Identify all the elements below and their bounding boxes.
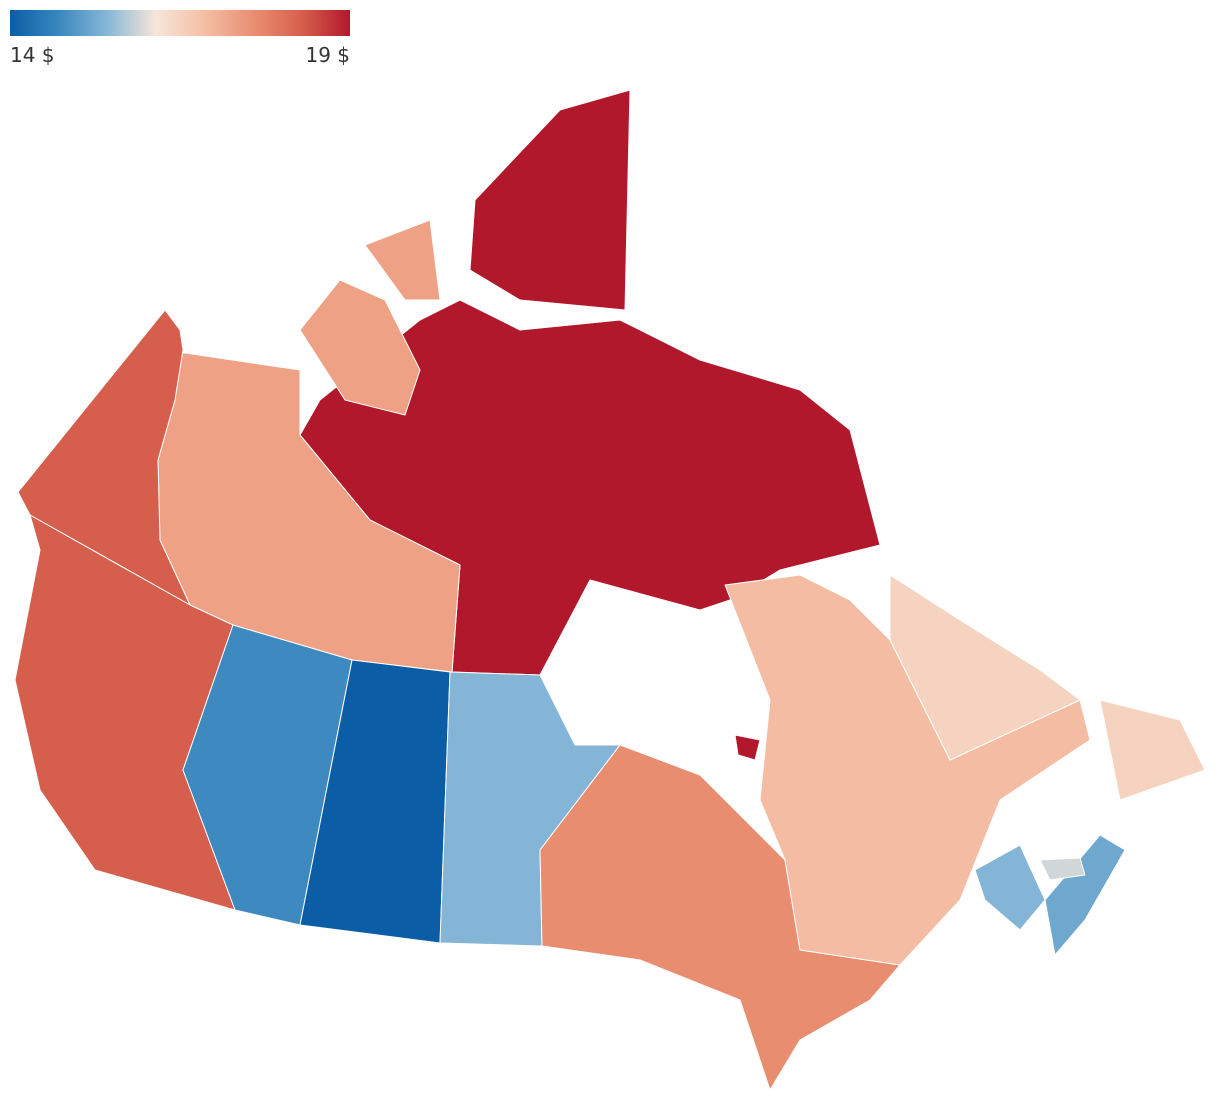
region bbox=[889, 574, 1081, 761]
region bbox=[734, 734, 761, 761]
region bbox=[364, 219, 441, 301]
region bbox=[1044, 834, 1126, 956]
region bbox=[182, 624, 353, 926]
region bbox=[1039, 857, 1086, 881]
region bbox=[724, 574, 1091, 966]
legend-max: 19 $ bbox=[305, 43, 350, 67]
region bbox=[1099, 699, 1206, 801]
region bbox=[14, 514, 236, 911]
region bbox=[299, 279, 421, 416]
legend-bar bbox=[10, 10, 350, 36]
region bbox=[469, 89, 631, 311]
region bbox=[539, 744, 901, 1091]
region bbox=[974, 844, 1046, 931]
legend-min: 14 $ bbox=[10, 43, 55, 67]
